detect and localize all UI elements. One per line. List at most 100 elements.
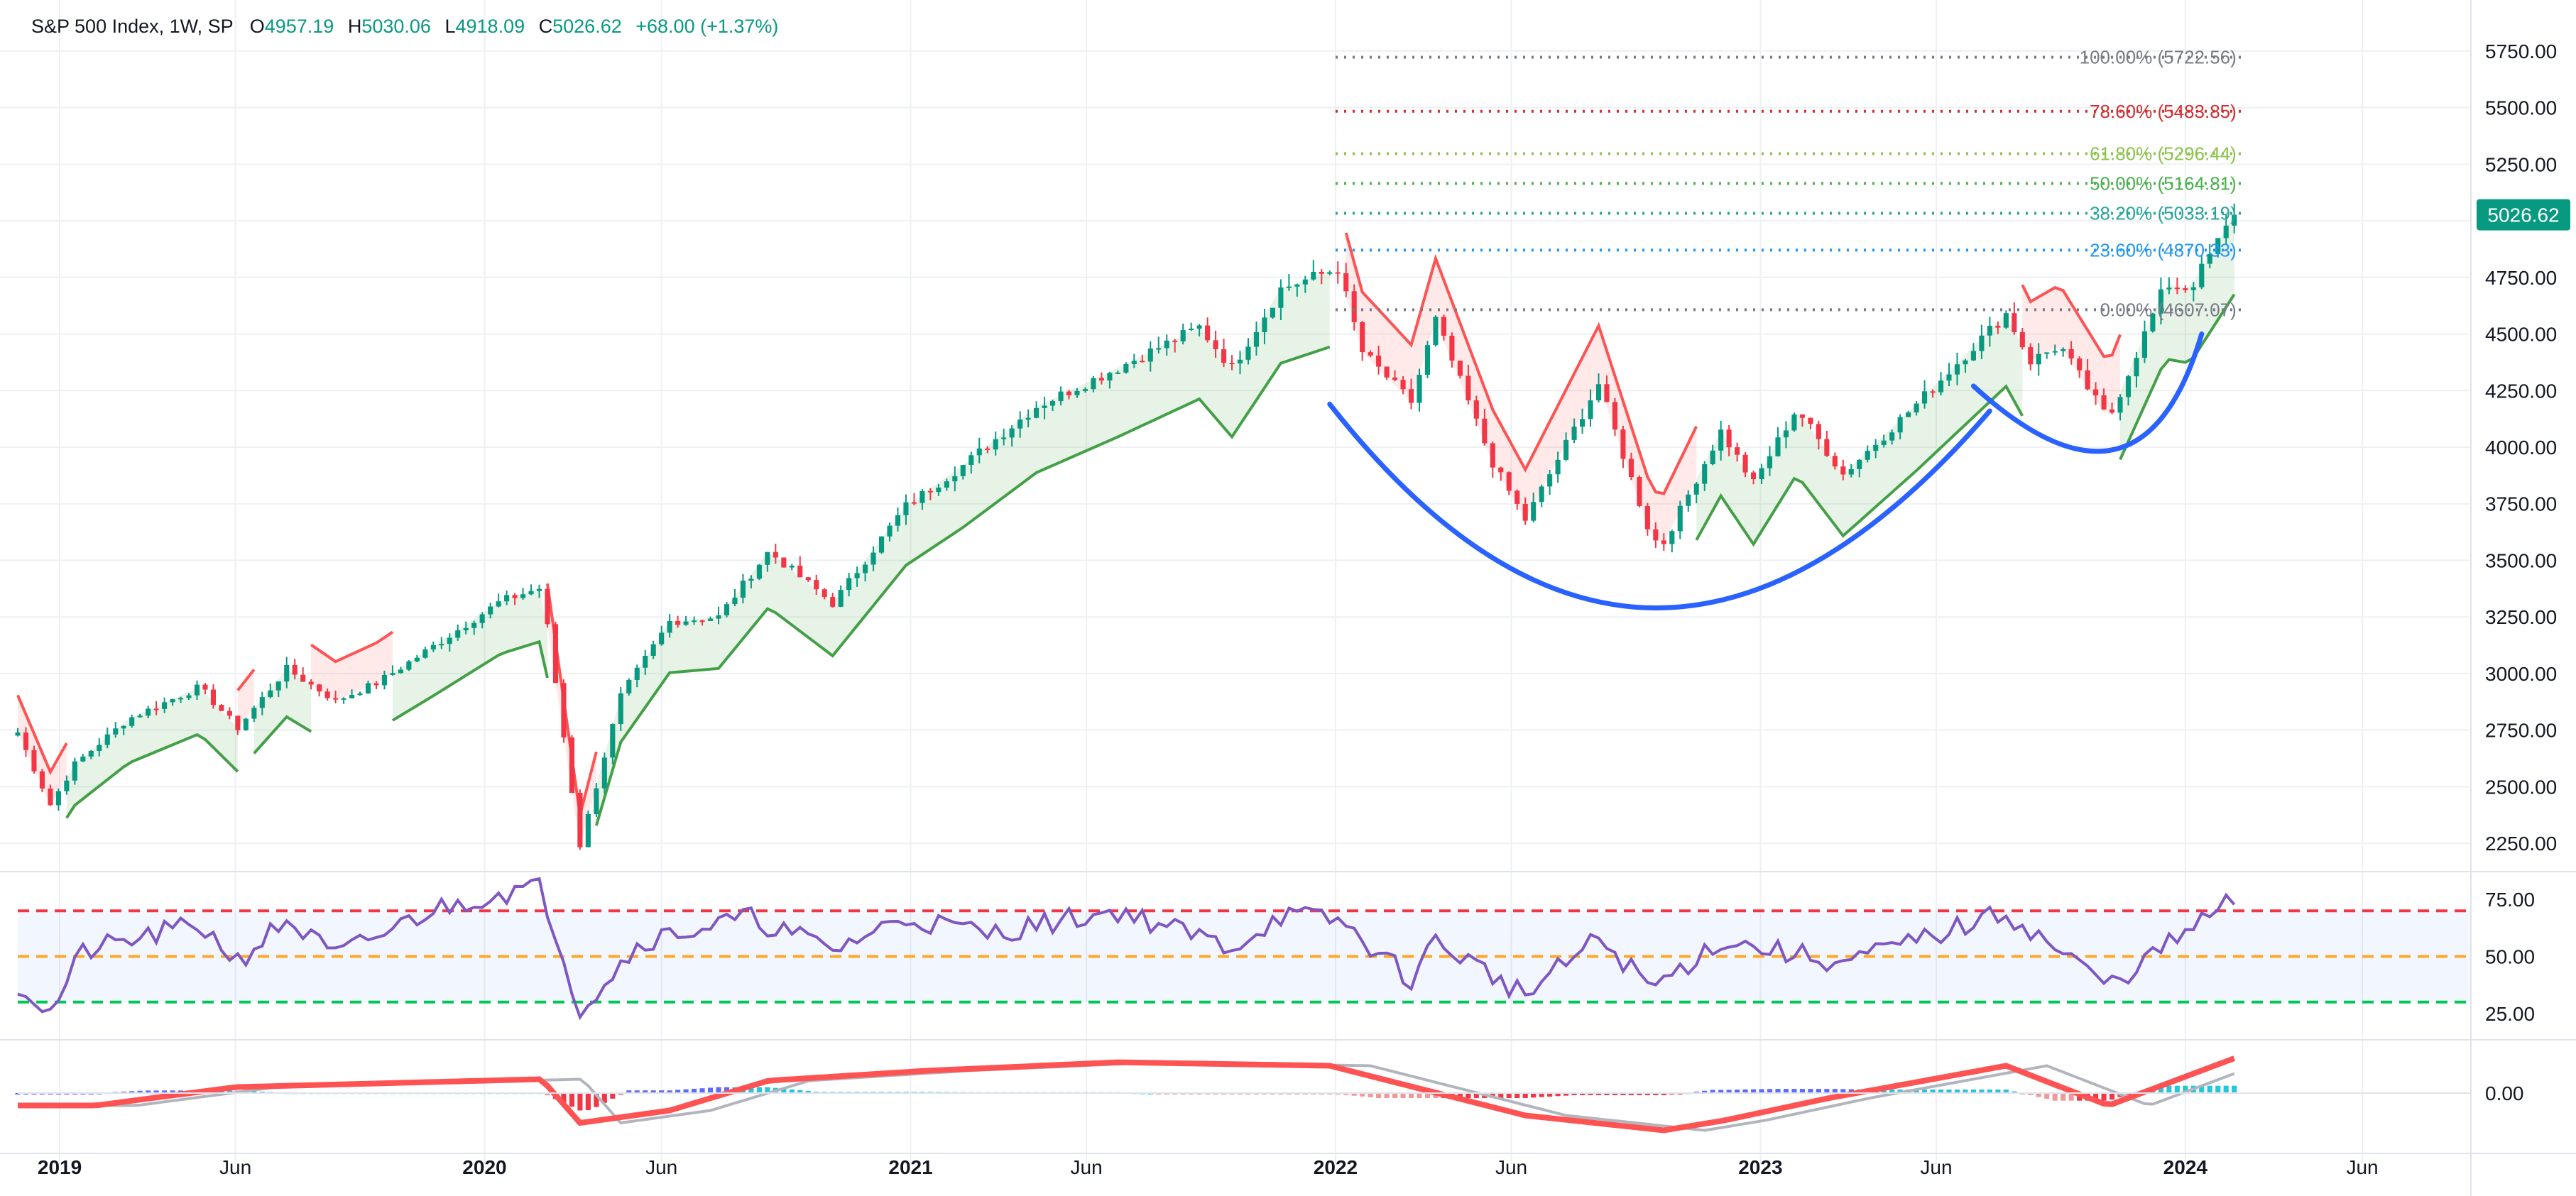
candle [1995, 321, 2001, 334]
candle [732, 588, 738, 607]
supertrend-band [2120, 214, 2234, 460]
candle [968, 451, 974, 474]
candle [1531, 492, 1537, 522]
candle [2223, 214, 2229, 245]
candle [626, 678, 632, 696]
supertrend-line [310, 630, 394, 664]
candle [1718, 421, 1724, 461]
candle [1042, 396, 1047, 419]
fib-level-label: 50.00% (5164.81) [2090, 173, 2237, 194]
candle [1840, 459, 1846, 481]
osc-bar [561, 1093, 567, 1103]
osc-bar [1930, 1089, 1936, 1093]
osc-bar [2003, 1089, 2009, 1093]
candle [781, 557, 787, 568]
candle [1237, 351, 1243, 375]
candle [1726, 424, 1732, 456]
candle [1963, 358, 1968, 373]
candle [2052, 344, 2058, 356]
candle [1637, 475, 1642, 508]
osc-bar [1653, 1093, 1659, 1095]
last-price-label: 5026.62 [2487, 204, 2559, 226]
open-label: O [249, 16, 265, 37]
osc-bar [1808, 1089, 1813, 1093]
osc-bar [2166, 1085, 2172, 1093]
candle [1987, 317, 1992, 347]
supertrend-band [311, 632, 393, 701]
osc-bar [146, 1090, 151, 1093]
candle [520, 588, 526, 600]
rsi-tick-label: 50.00 [2485, 946, 2535, 968]
candle [1115, 370, 1120, 374]
candle [1824, 430, 1830, 457]
candle [2012, 302, 2017, 335]
osc-bar [724, 1087, 730, 1093]
price-tick-label: 5750.00 [2485, 40, 2557, 62]
osc-bar [692, 1088, 697, 1093]
osc-bar [1588, 1093, 1593, 1095]
candle [1857, 459, 1862, 478]
fibonacci-retracement[interactable]: 100.00% (5722.56) 78.60% (5483.85) 61.80% … [1335, 47, 2244, 321]
candle [1270, 307, 1275, 319]
time-tick-label: 2019 [38, 1156, 82, 1178]
candle [1515, 489, 1520, 510]
symbol-name[interactable]: S&P 500 Index, 1W, SP [31, 16, 234, 37]
supertrend-line [1344, 232, 1698, 495]
candle [1107, 371, 1113, 389]
candle [634, 664, 640, 688]
candle [1098, 372, 1104, 385]
candle [1253, 321, 1260, 356]
candle [504, 590, 510, 605]
candle [64, 775, 70, 795]
symbol-legend[interactable]: S&P 500 Index, 1W, SP O4957.19 H5030.06 … [31, 16, 778, 38]
fib-level-label: 23.60% (4870.33) [2090, 239, 2237, 260]
high-label: H [347, 16, 362, 37]
candle [2232, 203, 2237, 234]
candle [927, 488, 933, 500]
osc-bar [601, 1093, 607, 1103]
osc-bar [1979, 1089, 1985, 1093]
candle [2028, 343, 2034, 371]
osc-bar [659, 1090, 665, 1093]
candle [1742, 451, 1748, 478]
candle [1335, 261, 1341, 284]
candle [814, 574, 819, 596]
candle [349, 689, 355, 699]
candle [2150, 312, 2156, 333]
price-axis[interactable]: 5750.005500.005250.005000.004750.004500.… [2477, 40, 2570, 1104]
arc-drawings[interactable] [1327, 331, 2205, 610]
time-axis[interactable]: 2019 Jun 2020 Jun 2021 Jun 2022 Jun 2023 Jun 2024 J… [38, 1156, 2379, 1178]
osc-bar [1466, 1093, 1471, 1098]
osc-bar [756, 1087, 762, 1093]
price-tick-label: 3750.00 [2485, 493, 2557, 515]
candle [243, 718, 249, 731]
candle [39, 769, 45, 793]
candle [1767, 446, 1773, 476]
osc-bar [2232, 1085, 2237, 1093]
osc-bar [162, 1090, 168, 1093]
change-value: +68.00 (+1.37%) [635, 16, 779, 37]
candle [1620, 425, 1626, 468]
candle [1702, 461, 1708, 491]
candle [1808, 417, 1813, 429]
candle [878, 536, 885, 554]
candle [210, 684, 217, 709]
candle [846, 573, 852, 597]
candle [756, 564, 762, 581]
candle [479, 612, 485, 629]
time-tick-label: 2020 [462, 1156, 506, 1178]
candle [455, 624, 461, 641]
osc-bar [1498, 1093, 1504, 1098]
osc-bar [1408, 1093, 1414, 1098]
candle [488, 603, 493, 619]
candle [251, 705, 257, 723]
osc-bar [1735, 1090, 1740, 1093]
rsi-line [17, 877, 2236, 1021]
osc-bar [227, 1090, 232, 1093]
supertrend-line [391, 640, 549, 722]
osc-bar [1726, 1090, 1732, 1093]
fib-level-label: 78.60% (5483.85) [2090, 101, 2237, 122]
osc-bar [1604, 1093, 1610, 1095]
